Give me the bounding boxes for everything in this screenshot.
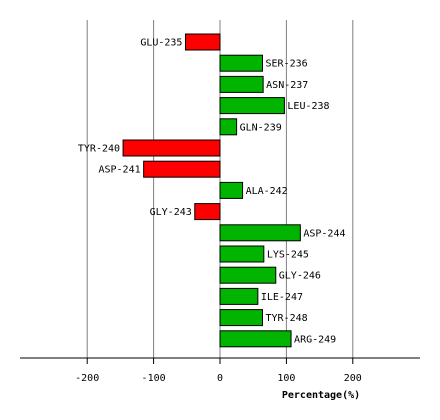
bar-label: TYR-240 [78,144,120,155]
bar [219,118,238,136]
bar [219,181,244,199]
bar [219,97,285,115]
bar [194,203,221,221]
bar [143,160,221,178]
bar [219,330,292,348]
bars: GLU-235 SER-236 ASN-237 LEU-238 GLN-239 TYR-2… [78,33,346,348]
bar-label: GLU-235 [140,38,182,49]
bar-label: ILE-247 [261,292,303,303]
bar [184,33,221,51]
bar-label: GLY-243 [150,207,192,218]
x-tick-label: -200 [75,373,99,384]
x-tick-label: -100 [142,373,166,384]
bar [219,245,265,263]
bar-label: LYS-245 [267,250,309,261]
bar-label: ASP-244 [303,228,345,239]
bar [219,309,263,327]
bar-label: ALA-242 [246,186,288,197]
x-tick-label: 100 [277,373,295,384]
bar [219,266,277,284]
bar-label: TYR-248 [265,313,307,324]
bar-label: ASN-237 [266,80,308,91]
bar [219,224,301,242]
bar-label: ASP-241 [98,165,140,176]
x-axis: -200 -100 0 100 200 [20,357,420,384]
bar [122,139,221,157]
bar-label: ARG-249 [294,334,336,345]
x-tick-label: 0 [217,373,223,384]
bar-label: SER-236 [265,59,307,70]
x-tick-label: 200 [344,373,362,384]
bar [219,54,263,72]
x-axis-title: Percentage(%) [282,390,360,401]
bar [219,287,259,305]
bar-label: GLY-246 [279,271,321,282]
bar-label: LEU-238 [287,101,329,112]
bar [219,75,264,93]
bar-label: GLN-239 [240,122,282,133]
